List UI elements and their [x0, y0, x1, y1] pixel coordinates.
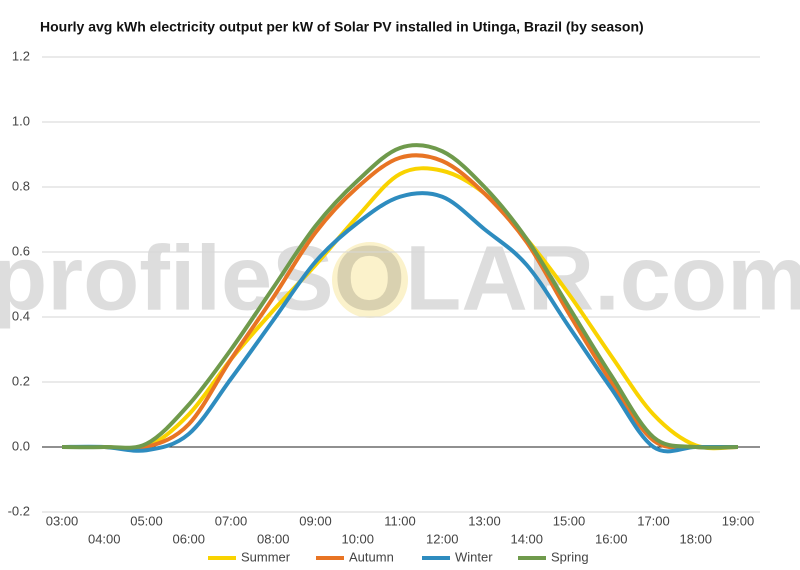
x-tick-label: 12:00 — [426, 531, 459, 546]
legend-label: Winter — [455, 549, 493, 564]
watermark: profileSOLAR.com — [0, 227, 800, 329]
y-tick-label: 1.0 — [12, 113, 30, 128]
x-tick-label: 07:00 — [215, 513, 248, 528]
chart-title: Hourly avg kWh electricity output per kW… — [40, 19, 644, 35]
legend-label: Spring — [551, 549, 589, 564]
x-tick-label: 17:00 — [637, 513, 670, 528]
x-tick-label: 19:00 — [722, 513, 755, 528]
legend-label: Autumn — [349, 549, 394, 564]
watermark-sun — [332, 242, 408, 318]
x-tick-label: 04:00 — [88, 531, 121, 546]
line-series — [61, 143, 739, 450]
line-series — [62, 153, 739, 451]
x-tick-label: 03:00 — [46, 513, 79, 528]
y-tick-label: -0.2 — [8, 503, 30, 518]
x-tick-label: 15:00 — [553, 513, 586, 528]
x-tick-label: 06:00 — [172, 531, 205, 546]
legend-label: Summer — [241, 549, 291, 564]
line-series — [62, 166, 739, 452]
y-tick-label: 0.4 — [12, 308, 30, 323]
x-tick-label: 05:00 — [130, 513, 163, 528]
x-tick-label: 16:00 — [595, 531, 628, 546]
line-series — [61, 191, 738, 454]
y-tick-label: 0.0 — [12, 438, 30, 453]
x-tick-label: 11:00 — [384, 513, 416, 528]
x-tick-label: 14:00 — [510, 531, 543, 546]
y-tick-label: 0.2 — [12, 373, 30, 388]
y-tick-label: 0.8 — [12, 178, 30, 193]
x-tick-label: 10:00 — [341, 531, 374, 546]
y-tick-label: 0.6 — [12, 243, 30, 258]
x-tick-label: 18:00 — [679, 531, 712, 546]
y-tick-label: 1.2 — [12, 48, 30, 63]
x-tick-label: 09:00 — [299, 513, 332, 528]
x-tick-label: 13:00 — [468, 513, 501, 528]
x-tick-label: 08:00 — [257, 531, 290, 546]
